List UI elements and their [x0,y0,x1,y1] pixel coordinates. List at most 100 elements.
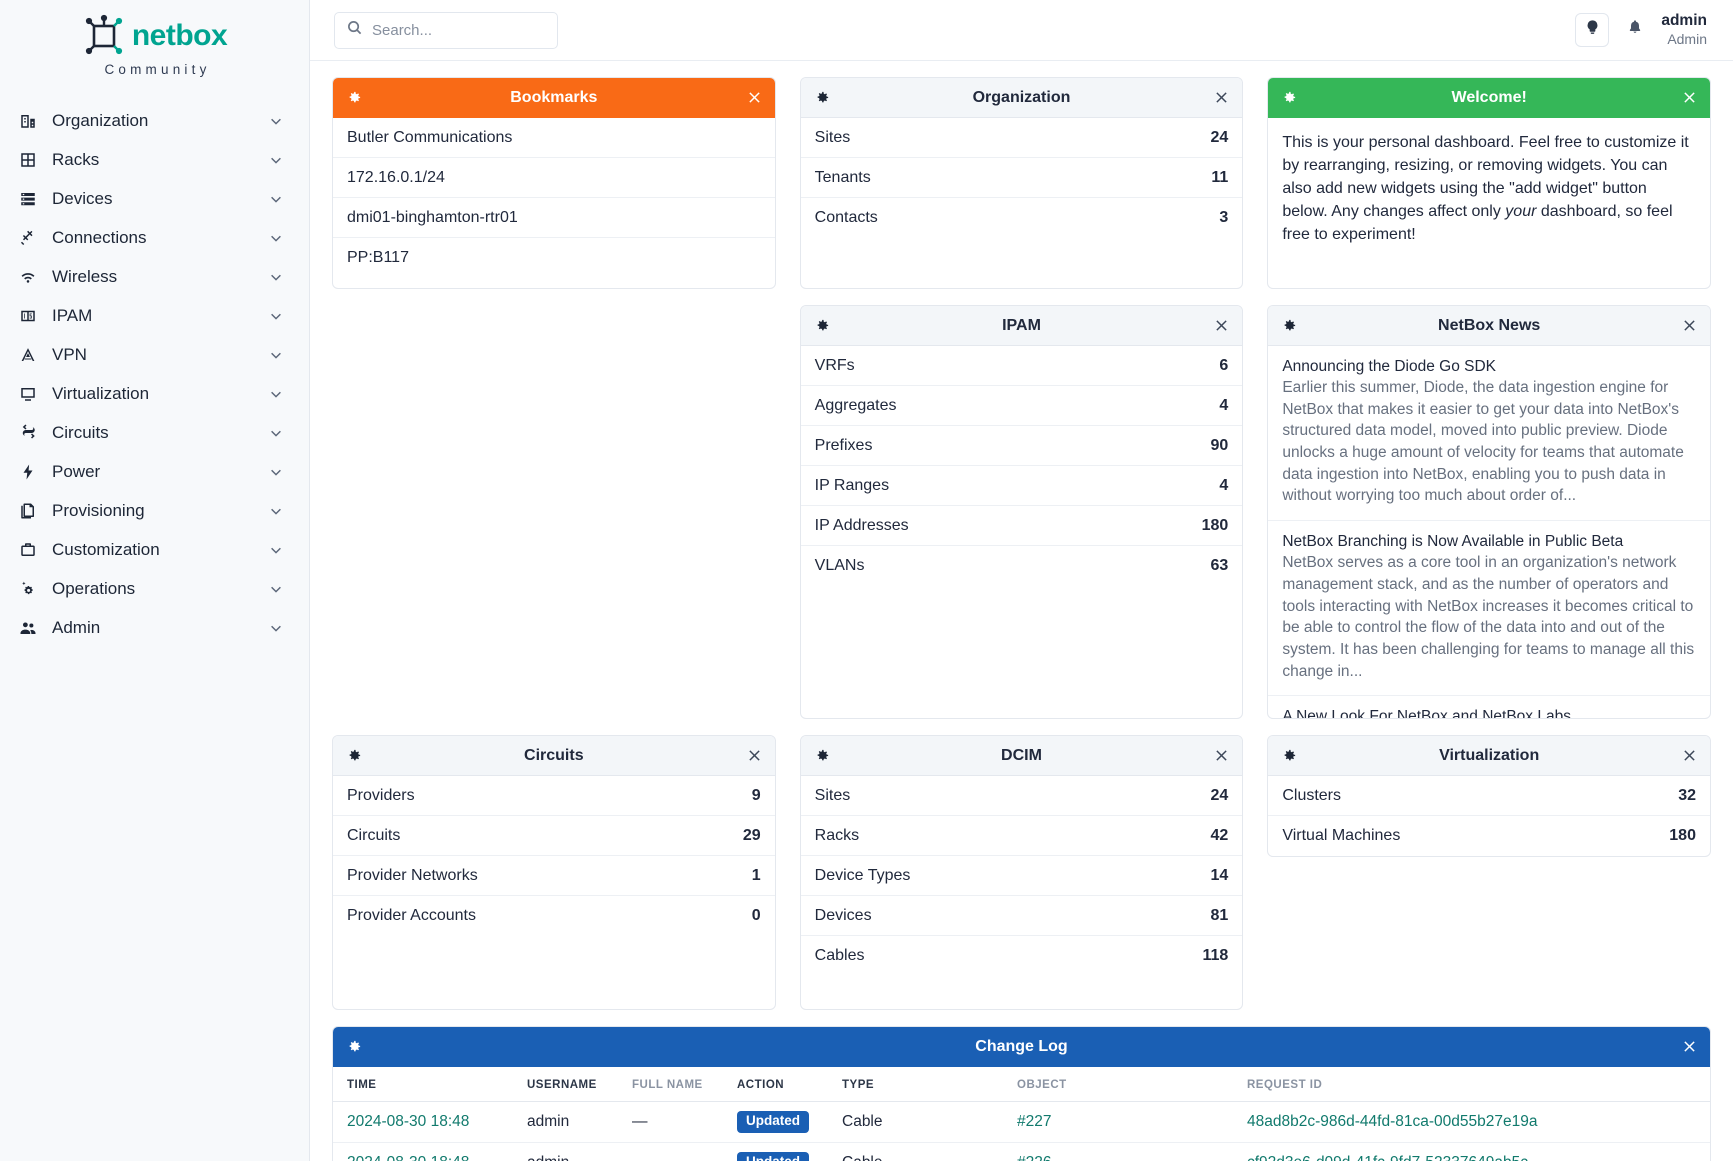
gear-icon[interactable] [1282,748,1297,763]
list-item[interactable]: Providers 9 [333,776,775,816]
column-header-time[interactable]: TIME [333,1067,513,1102]
object-link[interactable]: #226 [1017,1154,1051,1161]
time-link[interactable]: 2024-08-30 18:48 [347,1154,469,1161]
close-icon[interactable] [1683,749,1696,762]
sidebar-item-operations[interactable]: Operations [0,569,309,608]
request-id-link[interactable]: cf92d3e6-d09d-41fc-9fd7-52337649ab5c [1247,1154,1528,1161]
widget-header: DCIM [800,736,1243,776]
close-icon[interactable] [1215,91,1228,104]
widget-title: Virtualization [1439,746,1540,764]
notifications-button[interactable] [1622,15,1648,45]
list-item[interactable]: Devices 81 [800,896,1243,936]
sidebar-item-racks[interactable]: Racks [0,140,309,179]
gear-icon[interactable] [347,90,362,105]
object-link[interactable]: #227 [1017,1112,1052,1130]
sidebar-item-power[interactable]: Power [0,452,309,491]
list-item[interactable]: NetBox Branching is Now Available in Pub… [1268,521,1710,697]
sidebar-item-ipam[interactable]: IPAM [0,296,309,335]
sidebar-item-organization[interactable]: Organization [0,101,309,140]
count-label: Provider Accounts [347,907,476,924]
table-row[interactable]: 2024-08-30 18:48 admin — Updated Cable #… [333,1101,1710,1143]
close-icon[interactable] [1215,749,1228,762]
list-item[interactable]: Circuits 29 [333,816,775,856]
sidebar-item-virtualization[interactable]: Virtualization [0,374,309,413]
close-icon[interactable] [1683,319,1696,332]
gear-icon[interactable] [347,1039,362,1054]
news-title[interactable]: Announcing the Diode Go SDK [1282,358,1497,375]
count-value: 81 [1210,906,1229,924]
user-menu[interactable]: admin Admin [1661,12,1711,48]
close-icon[interactable] [1683,1040,1696,1053]
request-id-link[interactable]: 48ad8b2c-986d-44fd-81ca-00d55b27e19a [1247,1112,1538,1130]
close-icon[interactable] [1215,319,1228,332]
count-label: VRFs [814,356,855,374]
list-item[interactable]: Cables 118 [801,936,1243,976]
list-item[interactable]: Aggregates 4 [800,386,1243,426]
search-box[interactable] [334,11,558,49]
column-header-action[interactable]: ACTION [723,1067,828,1102]
close-icon[interactable] [1683,91,1696,104]
status-badge: Updated [737,1151,809,1161]
gear-icon[interactable] [815,748,830,763]
gear-icon[interactable] [347,748,362,763]
list-item[interactable]: Clusters 32 [1268,776,1710,816]
gear-icon[interactable] [1282,90,1297,105]
count-label: Providers [347,786,415,804]
column-header-type[interactable]: TYPE [828,1067,1003,1102]
sidebar-item-customization[interactable]: Customization [0,530,309,569]
theme-toggle-button[interactable] [1575,12,1610,47]
gear-icon[interactable] [1282,318,1297,333]
close-icon[interactable] [748,749,761,762]
list-item[interactable]: Provider Accounts 0 [333,896,775,936]
cell-username: admin [513,1101,618,1143]
list-item[interactable]: A New Look For NetBox and NetBox Labs [1268,696,1710,718]
list-item[interactable]: Virtual Machines 180 [1268,816,1710,856]
count-label: Contacts [814,209,878,226]
widget-title: DCIM [1001,746,1042,764]
count-label: Cables [814,947,865,964]
news-title[interactable]: NetBox Branching is Now Available in Pub… [1282,533,1624,551]
table-row[interactable]: 2024-08-30 18:48 admin — Updated Cable #… [333,1142,1710,1161]
list-item[interactable]: Racks 42 [800,816,1243,856]
list-item[interactable]: Tenants 11 [800,158,1243,198]
list-item[interactable]: Butler Communications [333,118,775,158]
list-item[interactable]: VRFs 6 [800,346,1243,386]
list-item[interactable]: dmi01-binghamton-rtr01 [333,198,775,238]
list-item[interactable]: Sites 24 [800,776,1243,816]
sidebar-item-admin[interactable]: Admin [0,608,309,647]
close-icon[interactable] [748,91,761,104]
list-item[interactable]: Prefixes 90 [800,426,1243,466]
list-item[interactable]: Device Types 14 [800,856,1243,896]
list-item[interactable]: Announcing the Diode Go SDK Earlier this… [1268,346,1710,522]
brand-logo-block[interactable]: netbox Community [0,0,309,87]
brand-edition: Community [104,62,211,77]
column-header-username[interactable]: USERNAME [513,1067,618,1102]
list-item[interactable]: IP Ranges 4 [800,466,1243,506]
list-item[interactable]: VLANs 63 [801,546,1243,586]
operations-icon [18,579,38,599]
sidebar-item-provisioning[interactable]: Provisioning [0,491,309,530]
sidebar-item-wireless[interactable]: Wireless [0,257,309,296]
gear-icon[interactable] [815,318,830,333]
widget-title: Change Log [975,1037,1068,1055]
list-item[interactable]: Contacts 3 [801,198,1243,238]
sidebar-item-circuits[interactable]: Circuits [0,413,309,452]
list-item[interactable]: Sites 24 [800,118,1243,158]
list-item[interactable]: Provider Networks 1 [333,856,775,896]
chevron-down-icon [269,114,283,128]
sidebar-item-connections[interactable]: Connections [0,218,309,257]
search-input[interactable] [372,21,545,39]
column-header-full-name: FULL NAME [618,1067,723,1102]
news-title[interactable]: A New Look For NetBox and NetBox Labs [1282,708,1571,718]
count-label: Clusters [1282,786,1342,804]
list-item[interactable]: 172.16.0.1/24 [333,158,775,198]
list-item[interactable]: IP Addresses 180 [800,506,1243,546]
gear-icon[interactable] [815,90,830,105]
chevron-down-icon [269,582,283,596]
sidebar-item-devices[interactable]: Devices [0,179,309,218]
list-item[interactable]: PP:B117 [347,249,409,266]
sidebar-item-vpn[interactable]: VPN [0,335,309,374]
sidebar-item-label: Devices [52,189,113,208]
count-label: Prefixes [814,436,873,454]
time-link[interactable]: 2024-08-30 18:48 [347,1112,470,1130]
